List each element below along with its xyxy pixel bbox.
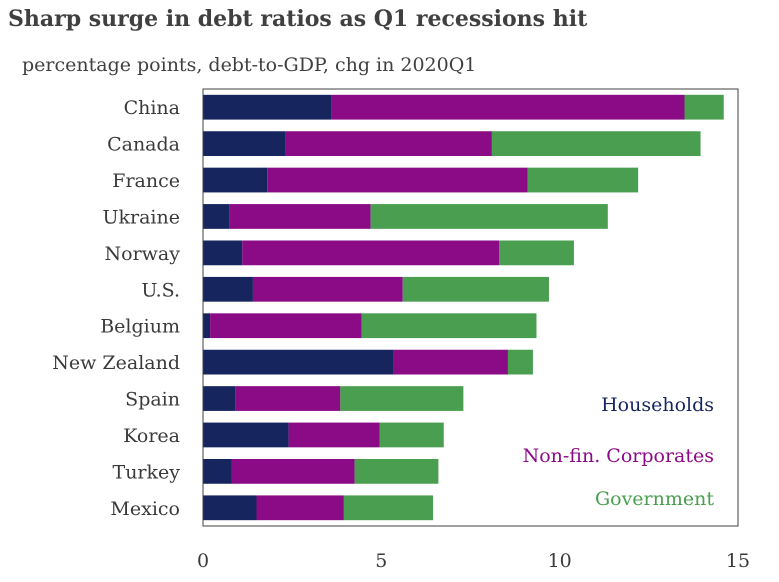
bar-spain-non-fin-corporates bbox=[235, 386, 341, 411]
chart-subtitle: percentage points, debt-to-GDP, chg in 2… bbox=[22, 54, 477, 76]
x-tick-labels: 0 5 10 15 bbox=[197, 550, 750, 572]
bar-mexico-government bbox=[343, 495, 434, 521]
bars-layer bbox=[203, 94, 724, 521]
bar-canada-households bbox=[203, 131, 286, 157]
bar-ukraine-non-fin-corporates bbox=[229, 204, 371, 229]
category-label-france: France bbox=[112, 170, 180, 192]
bar-new-zealand-non-fin-corporates bbox=[393, 349, 508, 375]
plot-frame bbox=[202, 88, 739, 527]
bar-turkey-households bbox=[203, 458, 232, 484]
chart-title: Sharp surge in debt ratios as Q1 recessi… bbox=[8, 6, 588, 32]
category-label-turkey: Turkey bbox=[113, 461, 181, 483]
bar-korea-government bbox=[379, 422, 444, 448]
bar-china-government bbox=[684, 94, 724, 120]
bar-france-non-fin-corporates bbox=[267, 167, 528, 193]
bar-new-zealand-households bbox=[203, 349, 394, 375]
category-label-new-zealand: New Zealand bbox=[52, 352, 180, 374]
bar-belgium-households bbox=[203, 313, 211, 339]
bar-korea-non-fin-corporates bbox=[288, 422, 380, 448]
bar-spain-households bbox=[203, 386, 236, 411]
x-tick-label-0: 0 bbox=[197, 550, 209, 572]
legend-government: Government bbox=[595, 488, 714, 510]
legend-households: Households bbox=[601, 394, 714, 416]
bar-belgium-government bbox=[361, 313, 537, 339]
bar-u-s-non-fin-corporates bbox=[252, 276, 403, 302]
bar-canada-non-fin-corporates bbox=[285, 131, 492, 157]
bar-mexico-households bbox=[203, 495, 257, 521]
x-tick-label-15: 15 bbox=[726, 550, 750, 572]
category-label-norway: Norway bbox=[105, 243, 181, 265]
category-labels: China Canada France Ukraine Norway U.S. Belgiu… bbox=[52, 97, 180, 520]
category-label-china: China bbox=[124, 97, 180, 119]
bar-u-s-government bbox=[402, 276, 549, 302]
x-tick-label-5: 5 bbox=[375, 550, 387, 572]
category-label-ukraine: Ukraine bbox=[103, 206, 181, 228]
bar-mexico-non-fin-corporates bbox=[256, 495, 344, 521]
bar-belgium-non-fin-corporates bbox=[210, 313, 362, 339]
legend: Households Non-fin. Corporates Government bbox=[523, 394, 715, 510]
bar-ukraine-government bbox=[370, 204, 608, 229]
bar-korea-households bbox=[203, 422, 289, 448]
bar-france-government bbox=[527, 167, 639, 193]
bar-france-households bbox=[203, 167, 268, 193]
bar-u-s-households bbox=[203, 276, 253, 302]
bar-turkey-non-fin-corporates bbox=[231, 458, 355, 484]
x-tick-label-10: 10 bbox=[548, 550, 572, 572]
legend-non-fin-corporates: Non-fin. Corporates bbox=[523, 445, 714, 467]
bar-norway-non-fin-corporates bbox=[242, 240, 500, 266]
category-label-korea: Korea bbox=[123, 425, 180, 447]
bar-china-households bbox=[203, 94, 332, 120]
category-label-u-s: U.S. bbox=[141, 279, 180, 301]
category-label-canada: Canada bbox=[107, 134, 180, 156]
bar-norway-government bbox=[499, 240, 574, 266]
bar-spain-government bbox=[340, 386, 464, 411]
bar-china-non-fin-corporates bbox=[331, 94, 685, 120]
bar-canada-government bbox=[491, 131, 701, 157]
category-label-spain: Spain bbox=[125, 389, 180, 411]
bar-turkey-government bbox=[354, 458, 439, 484]
bar-norway-households bbox=[203, 240, 243, 266]
bar-new-zealand-government bbox=[507, 349, 533, 375]
category-label-belgium: Belgium bbox=[100, 316, 180, 338]
bar-ukraine-households bbox=[203, 204, 230, 229]
category-label-mexico: Mexico bbox=[110, 498, 180, 520]
